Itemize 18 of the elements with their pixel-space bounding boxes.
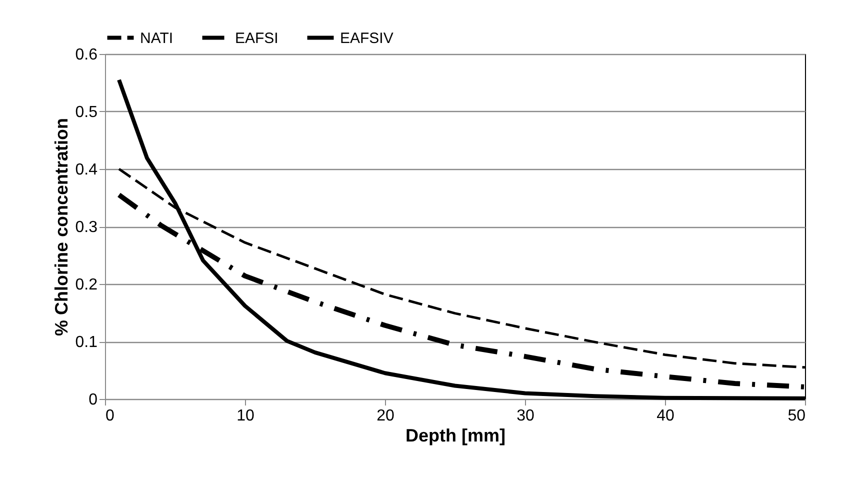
y-axis-title: % Chlorine concentration [51, 118, 72, 336]
legend-label: EAFSIV [340, 30, 394, 47]
y-tick-label: 0.3 [75, 219, 98, 236]
y-tick-label: 0.2 [75, 276, 98, 294]
x-axis-title: Depth [mm] [406, 426, 506, 446]
y-tick-label: 0.5 [75, 104, 98, 121]
x-tick-label: 40 [656, 408, 674, 424]
x-tick-label: 0 [106, 408, 114, 424]
y-tick-label: 0.1 [75, 334, 98, 351]
y-tick-label: 0.4 [75, 162, 98, 178]
x-tick-label: 30 [516, 408, 534, 424]
legend-label: EAFSI [235, 30, 278, 47]
y-tick-label: 0 [88, 392, 98, 408]
x-tick-label: 20 [376, 408, 394, 424]
y-tick-label: 0.6 [75, 46, 98, 64]
legend-label: NATI [140, 30, 174, 47]
x-tick-label: 50 [788, 408, 806, 424]
x-tick-label: 10 [236, 408, 254, 424]
